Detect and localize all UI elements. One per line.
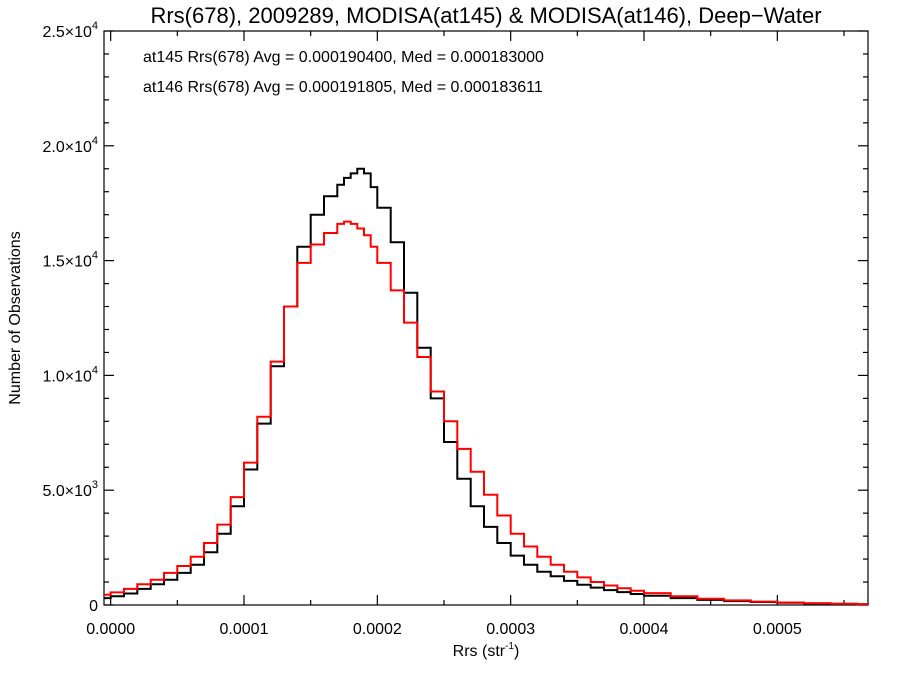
x-tick-label: 0.0005 — [753, 621, 802, 638]
x-tick-label: 0.0001 — [220, 621, 269, 638]
x-tick-label: 0.0004 — [620, 621, 669, 638]
y-tick-label: 2.5×104 — [42, 20, 98, 41]
x-tick-label: 0.0002 — [353, 621, 402, 638]
y-tick-label: 0 — [89, 598, 98, 615]
legend-entry-at145: at145 Rrs(678) Avg = 0.000190400, Med = … — [143, 49, 544, 66]
series-layer — [104, 167, 869, 606]
x-tick-label: 0.0000 — [86, 621, 135, 638]
x-axis-ticks: 0.0000 0.0001 0.0002 0.0003 0.0004 0.0005 — [86, 31, 845, 638]
y-axis-ticks: 0 5.0×103 1.0×104 1.5×104 2.0×104 2.5×104 — [42, 20, 868, 615]
series-line-at146 — [104, 220, 869, 606]
y-tick-label: 1.0×104 — [42, 364, 98, 385]
plot-frame — [103, 30, 869, 606]
y-tick-label: 5.0×103 — [42, 479, 98, 500]
y-tick-label: 1.5×104 — [42, 250, 98, 271]
chart-title: Rrs(678), 2009289, MODISA(at145) & MODIS… — [150, 3, 821, 28]
legend-entry-at146: at146 Rrs(678) Avg = 0.000191805, Med = … — [143, 79, 543, 96]
x-axis-label: Rrs (str-1) — [453, 641, 520, 660]
x-axis-label-main: Rrs (str — [453, 643, 506, 660]
x-axis-label-end: ) — [514, 643, 519, 660]
x-axis-label-sup: -1 — [505, 641, 514, 652]
series-line-at145 — [104, 167, 869, 606]
x-tick-label: 0.0003 — [486, 621, 535, 638]
y-axis-label: Number of Observations — [7, 231, 24, 404]
y-tick-label: 2.0×104 — [42, 135, 98, 156]
